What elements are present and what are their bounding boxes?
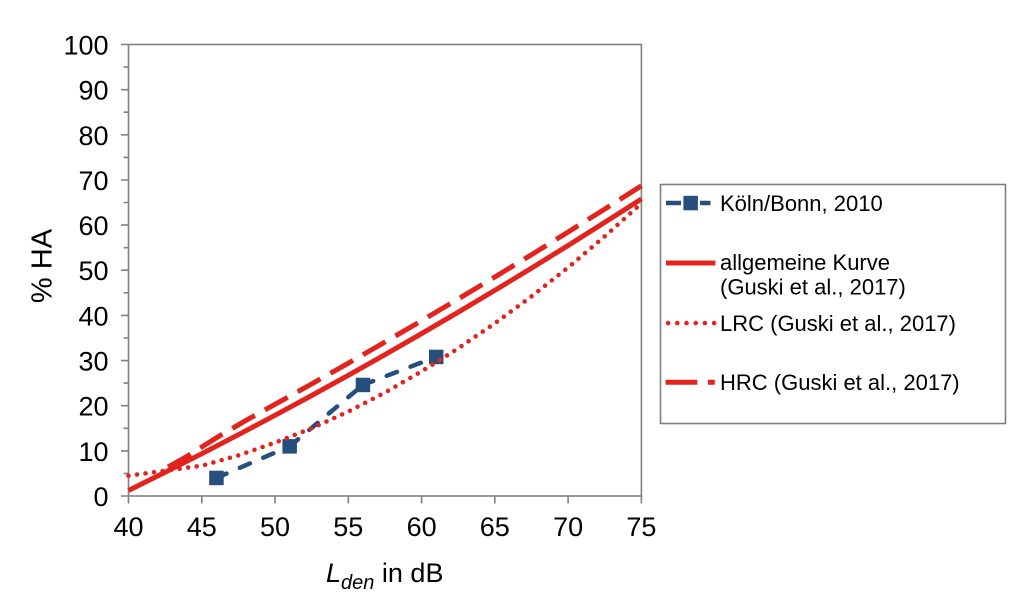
svg-text:30: 30 [78,347,108,377]
svg-text:60: 60 [78,211,108,241]
svg-text:90: 90 [78,76,108,106]
svg-text:Lden in dB: Lden in dB [326,558,443,594]
svg-text:20: 20 [78,392,108,422]
svg-text:50: 50 [78,256,108,286]
svg-text:100: 100 [63,31,108,61]
svg-text:75: 75 [626,512,656,542]
svg-text:% HA: % HA [27,228,59,303]
svg-text:LRC (Guski et al., 2017): LRC (Guski et al., 2017) [720,311,956,336]
svg-text:40: 40 [113,512,143,542]
svg-text:70: 70 [553,512,583,542]
svg-text:10: 10 [78,437,108,467]
svg-text:allgemeine Kurve: allgemeine Kurve [720,250,890,275]
svg-text:55: 55 [333,512,363,542]
svg-text:70: 70 [78,166,108,196]
svg-text:50: 50 [260,512,290,542]
svg-text:80: 80 [78,121,108,151]
svg-text:(Guski et al., 2017): (Guski et al., 2017) [720,275,906,300]
svg-text:40: 40 [78,301,108,331]
svg-text:0: 0 [93,482,108,512]
svg-text:45: 45 [187,512,217,542]
svg-text:60: 60 [407,512,437,542]
svg-text:65: 65 [480,512,510,542]
svg-text:Köln/Bonn, 2010: Köln/Bonn, 2010 [720,191,883,216]
svg-text:HRC (Guski et al., 2017): HRC (Guski et al., 2017) [720,370,960,395]
